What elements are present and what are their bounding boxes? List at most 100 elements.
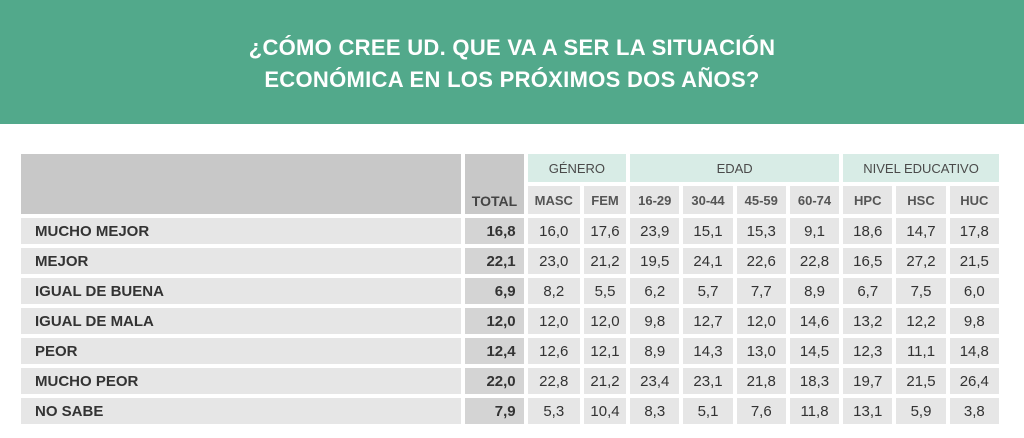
- total-cell: 22,1: [465, 248, 524, 274]
- value-cell-e1: 19,5: [630, 248, 680, 274]
- table-row: MUCHO MEJOR 16,8 16,0 17,6 23,9 15,1 15,3 9,1 18…: [21, 218, 999, 244]
- value-cell-e3: 7,7: [736, 278, 786, 304]
- group-header-row: TOTAL GÉNERO EDAD NIVEL EDUCATIVO: [21, 154, 999, 214]
- column-header-masc: MASC: [527, 186, 580, 214]
- column-header-huc: HUC: [949, 186, 999, 214]
- row-label: IGUAL DE MALA: [21, 308, 462, 334]
- value-cell-fem: 21,2: [583, 248, 627, 274]
- value-cell-e4: 11,8: [789, 398, 840, 424]
- table-row: IGUAL DE BUENA 6,9 8,2 5,5 6,2 5,7 7,7 8,9 6,7 7,…: [21, 278, 999, 304]
- row-label: IGUAL DE BUENA: [21, 278, 462, 304]
- value-cell-masc: 12,0: [527, 308, 580, 334]
- header-blank-cell: [21, 154, 462, 214]
- results-table: TOTAL GÉNERO EDAD NIVEL EDUCATIVO MASC F…: [17, 150, 1003, 428]
- value-cell-e3: 21,8: [736, 368, 786, 394]
- value-cell-fem: 17,6: [583, 218, 627, 244]
- value-cell-e1: 8,9: [630, 338, 680, 364]
- value-cell-e2: 5,7: [683, 278, 733, 304]
- column-header-30-44: 30-44: [683, 186, 733, 214]
- value-cell-e1: 9,8: [630, 308, 680, 334]
- value-cell-huc: 3,8: [949, 398, 999, 424]
- title-line-2: ECONÓMICA EN LOS PRÓXIMOS DOS AÑOS?: [264, 67, 760, 92]
- value-cell-hpc: 18,6: [843, 218, 893, 244]
- value-cell-hpc: 13,2: [843, 308, 893, 334]
- value-cell-e1: 6,2: [630, 278, 680, 304]
- value-cell-masc: 23,0: [527, 248, 580, 274]
- value-cell-e2: 23,1: [683, 368, 733, 394]
- value-cell-e2: 15,1: [683, 218, 733, 244]
- value-cell-e4: 8,9: [789, 278, 840, 304]
- total-cell: 22,0: [465, 368, 524, 394]
- value-cell-e2: 12,7: [683, 308, 733, 334]
- value-cell-huc: 26,4: [949, 368, 999, 394]
- column-header-16-29: 16-29: [630, 186, 680, 214]
- value-cell-e4: 9,1: [789, 218, 840, 244]
- value-cell-fem: 12,1: [583, 338, 627, 364]
- total-cell: 12,0: [465, 308, 524, 334]
- value-cell-e1: 23,4: [630, 368, 680, 394]
- column-header-row: MASC FEM 16-29 30-44 45-59 60-74 HPC HSC…: [21, 186, 999, 214]
- title-line-1: ¿CÓMO CREE UD. QUE VA A SER LA SITUACIÓN: [248, 35, 776, 60]
- value-cell-masc: 8,2: [527, 278, 580, 304]
- value-cell-huc: 6,0: [949, 278, 999, 304]
- value-cell-masc: 12,6: [527, 338, 580, 364]
- row-label: MEJOR: [21, 248, 462, 274]
- value-cell-fem: 12,0: [583, 308, 627, 334]
- value-cell-e1: 8,3: [630, 398, 680, 424]
- value-cell-hsc: 7,5: [896, 278, 946, 304]
- value-cell-e3: 7,6: [736, 398, 786, 424]
- value-cell-hsc: 5,9: [896, 398, 946, 424]
- value-cell-hsc: 11,1: [896, 338, 946, 364]
- table-row: MEJOR 22,1 23,0 21,2 19,5 24,1 22,6 22,8 16,5 27,…: [21, 248, 999, 274]
- group-header-nivel-educativo: NIVEL EDUCATIVO: [843, 154, 999, 182]
- row-label: PEOR: [21, 338, 462, 364]
- title-banner: ¿CÓMO CREE UD. QUE VA A SER LA SITUACIÓN…: [0, 0, 1024, 124]
- column-header-60-74: 60-74: [789, 186, 840, 214]
- table-row: IGUAL DE MALA 12,0 12,0 12,0 9,8 12,7 12,0 14,6…: [21, 308, 999, 334]
- value-cell-fem: 21,2: [583, 368, 627, 394]
- row-label: MUCHO MEJOR: [21, 218, 462, 244]
- total-cell: 6,9: [465, 278, 524, 304]
- value-cell-masc: 16,0: [527, 218, 580, 244]
- column-header-hsc: HSC: [896, 186, 946, 214]
- value-cell-fem: 5,5: [583, 278, 627, 304]
- value-cell-hsc: 27,2: [896, 248, 946, 274]
- value-cell-e2: 5,1: [683, 398, 733, 424]
- total-cell: 16,8: [465, 218, 524, 244]
- value-cell-hpc: 19,7: [843, 368, 893, 394]
- table-body: MUCHO MEJOR 16,8 16,0 17,6 23,9 15,1 15,3 9,1 18…: [21, 218, 999, 424]
- value-cell-e2: 24,1: [683, 248, 733, 274]
- value-cell-huc: 17,8: [949, 218, 999, 244]
- value-cell-masc: 5,3: [527, 398, 580, 424]
- value-cell-hsc: 12,2: [896, 308, 946, 334]
- value-cell-e3: 12,0: [736, 308, 786, 334]
- value-cell-e4: 14,5: [789, 338, 840, 364]
- value-cell-fem: 10,4: [583, 398, 627, 424]
- group-header-genero: GÉNERO: [527, 154, 627, 182]
- column-header-hpc: HPC: [843, 186, 893, 214]
- group-header-edad: EDAD: [630, 154, 840, 182]
- column-header-45-59: 45-59: [736, 186, 786, 214]
- value-cell-huc: 9,8: [949, 308, 999, 334]
- column-header-total: TOTAL: [465, 154, 524, 214]
- value-cell-hpc: 6,7: [843, 278, 893, 304]
- value-cell-masc: 22,8: [527, 368, 580, 394]
- table-row: PEOR 12,4 12,6 12,1 8,9 14,3 13,0 14,5 12,3 11,1 1…: [21, 338, 999, 364]
- value-cell-e3: 13,0: [736, 338, 786, 364]
- value-cell-e4: 14,6: [789, 308, 840, 334]
- value-cell-e4: 22,8: [789, 248, 840, 274]
- row-label: NO SABE: [21, 398, 462, 424]
- value-cell-e4: 18,3: [789, 368, 840, 394]
- value-cell-hpc: 16,5: [843, 248, 893, 274]
- table-row: NO SABE 7,9 5,3 10,4 8,3 5,1 7,6 11,8 13,1 5,9 3,8: [21, 398, 999, 424]
- row-label: MUCHO PEOR: [21, 368, 462, 394]
- value-cell-hpc: 13,1: [843, 398, 893, 424]
- column-header-fem: FEM: [583, 186, 627, 214]
- value-cell-hsc: 14,7: [896, 218, 946, 244]
- total-cell: 7,9: [465, 398, 524, 424]
- value-cell-e3: 22,6: [736, 248, 786, 274]
- value-cell-e3: 15,3: [736, 218, 786, 244]
- value-cell-hpc: 12,3: [843, 338, 893, 364]
- total-cell: 12,4: [465, 338, 524, 364]
- value-cell-hsc: 21,5: [896, 368, 946, 394]
